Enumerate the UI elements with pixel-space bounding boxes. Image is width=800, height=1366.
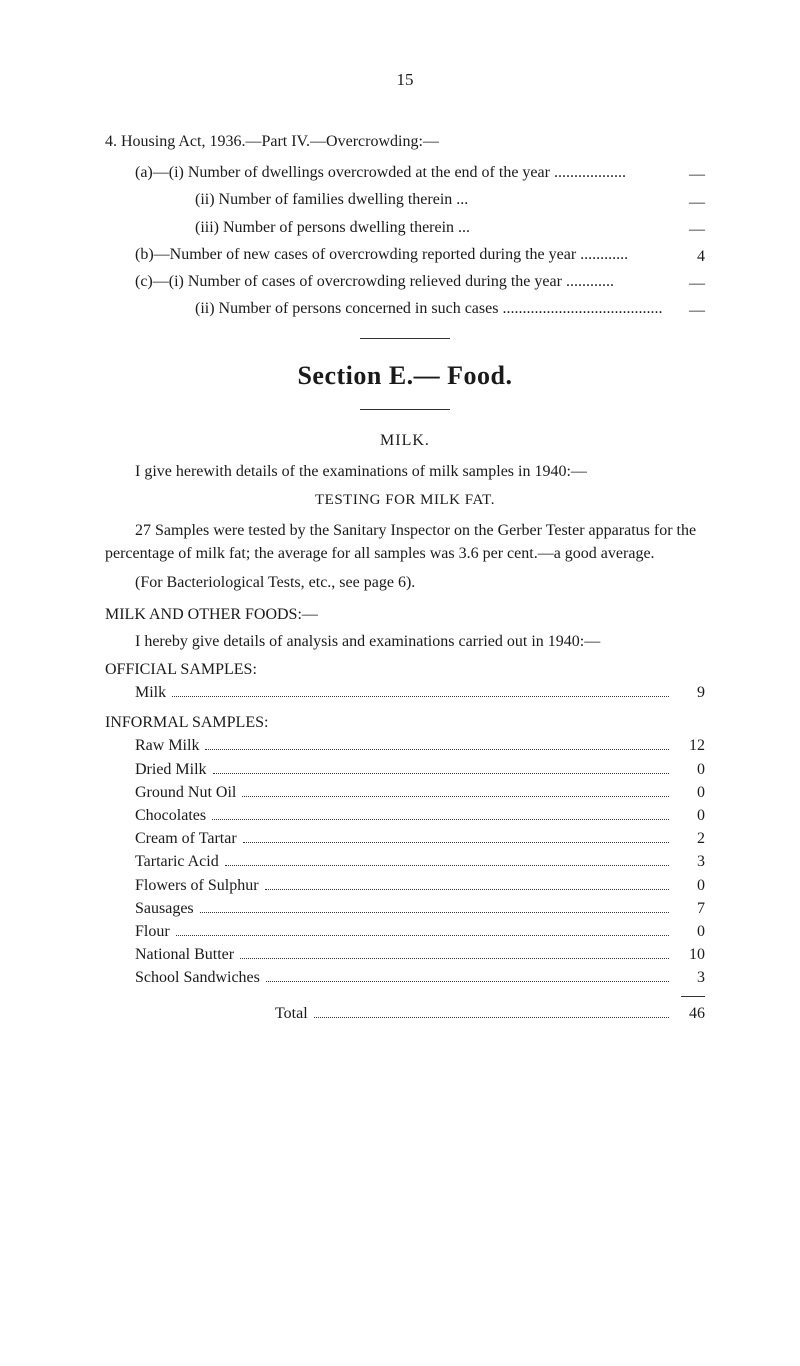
housing-label: (a)—(i) Number of dwellings overcrowded …	[105, 161, 665, 184]
sample-label: School Sandwiches	[135, 966, 260, 989]
sample-value: 3	[675, 966, 705, 989]
bact-note: (For Bacteriological Tests, etc., see pa…	[105, 571, 705, 594]
sample-value: 0	[675, 781, 705, 804]
sample-label: Cream of Tartar	[135, 827, 237, 850]
housing-value: —	[665, 166, 705, 184]
sample-label: Tartaric Acid	[135, 850, 219, 873]
sample-label: Chocolates	[135, 804, 206, 827]
leader-dots	[240, 949, 669, 960]
sample-label: Flour	[135, 920, 170, 943]
housing-row: (ii) Number of persons concerned in such…	[105, 297, 705, 320]
housing-row: (b)—Number of new cases of overcrowding …	[105, 243, 705, 266]
housing-label: (ii) Number of families dwelling therein…	[105, 188, 665, 211]
milk-intro: I give herewith details of the examinati…	[105, 460, 705, 483]
total-label: Total	[275, 1005, 308, 1023]
section-title: Section E.— Food.	[105, 361, 705, 391]
leader-dots	[266, 972, 669, 983]
housing-row: (c)—(i) Number of cases of overcrowding …	[105, 270, 705, 293]
foods-heading: MILK AND OTHER FOODS:—	[105, 606, 705, 624]
leader-dots	[265, 879, 669, 890]
housing-label: (ii) Number of persons concerned in such…	[105, 297, 665, 320]
housing-heading: 4. Housing Act, 1936.—Part IV.—Overcrowd…	[105, 130, 705, 153]
housing-value: —	[665, 194, 705, 212]
housing-row: (iii) Number of persons dwelling therein…	[105, 216, 705, 239]
sample-value: 0	[675, 758, 705, 781]
total-row: Total 46	[135, 1005, 705, 1023]
leader-dots	[172, 687, 669, 698]
sample-row: Flowers of Sulphur 0	[135, 874, 705, 897]
foods-intro: I hereby give details of analysis and ex…	[105, 630, 705, 653]
sample-row: Sausages 7	[135, 897, 705, 920]
official-heading: OFFICIAL SAMPLES:	[105, 661, 705, 679]
informal-heading: INFORMAL SAMPLES:	[105, 714, 705, 732]
sample-value: 9	[675, 681, 705, 704]
sample-value: 12	[675, 734, 705, 757]
sample-row: Flour 0	[135, 920, 705, 943]
leader-dots	[205, 740, 669, 751]
sample-row: School Sandwiches 3	[135, 966, 705, 989]
milk-heading: MILK.	[105, 432, 705, 450]
sample-row: Chocolates 0	[135, 804, 705, 827]
page-number: 15	[105, 70, 705, 90]
sample-label: Flowers of Sulphur	[135, 874, 259, 897]
sample-value: 2	[675, 827, 705, 850]
sample-row: Ground Nut Oil 0	[135, 781, 705, 804]
sample-value: 10	[675, 943, 705, 966]
divider	[360, 338, 450, 339]
sample-label: Milk	[135, 681, 166, 704]
sample-value: 0	[675, 874, 705, 897]
leader-dots	[213, 763, 669, 774]
informal-list: Raw Milk12Dried Milk0Ground Nut Oil0Choc…	[105, 734, 705, 989]
housing-value: 4	[665, 248, 705, 266]
sample-label: Dried Milk	[135, 758, 207, 781]
sample-label: National Butter	[135, 943, 234, 966]
total-value: 46	[675, 1005, 705, 1023]
sample-row: National Butter 10	[135, 943, 705, 966]
leader-dots	[314, 1007, 669, 1018]
sample-label: Ground Nut Oil	[135, 781, 236, 804]
leader-dots	[242, 786, 669, 797]
housing-value: —	[665, 221, 705, 239]
sample-row: Cream of Tartar 2	[135, 827, 705, 850]
housing-value: —	[665, 275, 705, 293]
sample-row: Raw Milk 12	[135, 734, 705, 757]
leader-dots	[225, 856, 669, 867]
housing-label: (iii) Number of persons dwelling therein…	[105, 216, 665, 239]
leader-dots	[176, 925, 669, 936]
sample-value: 0	[675, 920, 705, 943]
divider	[360, 409, 450, 410]
sample-value: 3	[675, 850, 705, 873]
sample-row: Milk 9	[135, 681, 705, 704]
page: 15 4. Housing Act, 1936.—Part IV.—Overcr…	[0, 0, 800, 1366]
housing-label: (b)—Number of new cases of overcrowding …	[105, 243, 665, 266]
sample-value: 7	[675, 897, 705, 920]
leader-dots	[243, 833, 669, 844]
housing-row: (ii) Number of families dwelling therein…	[105, 188, 705, 211]
leader-dots	[200, 902, 669, 913]
testing-para: 27 Samples were tested by the Sanitary I…	[105, 519, 705, 565]
housing-label: (c)—(i) Number of cases of overcrowding …	[105, 270, 665, 293]
sample-value: 0	[675, 804, 705, 827]
housing-value: —	[665, 302, 705, 320]
housing-row: (a)—(i) Number of dwellings overcrowded …	[105, 161, 705, 184]
sample-row: Tartaric Acid 3	[135, 850, 705, 873]
leader-dots	[212, 809, 669, 820]
total-rule	[681, 996, 705, 997]
testing-heading: TESTING FOR MILK FAT.	[105, 492, 705, 509]
sample-label: Raw Milk	[135, 734, 199, 757]
sample-label: Sausages	[135, 897, 194, 920]
sample-row: Dried Milk 0	[135, 758, 705, 781]
